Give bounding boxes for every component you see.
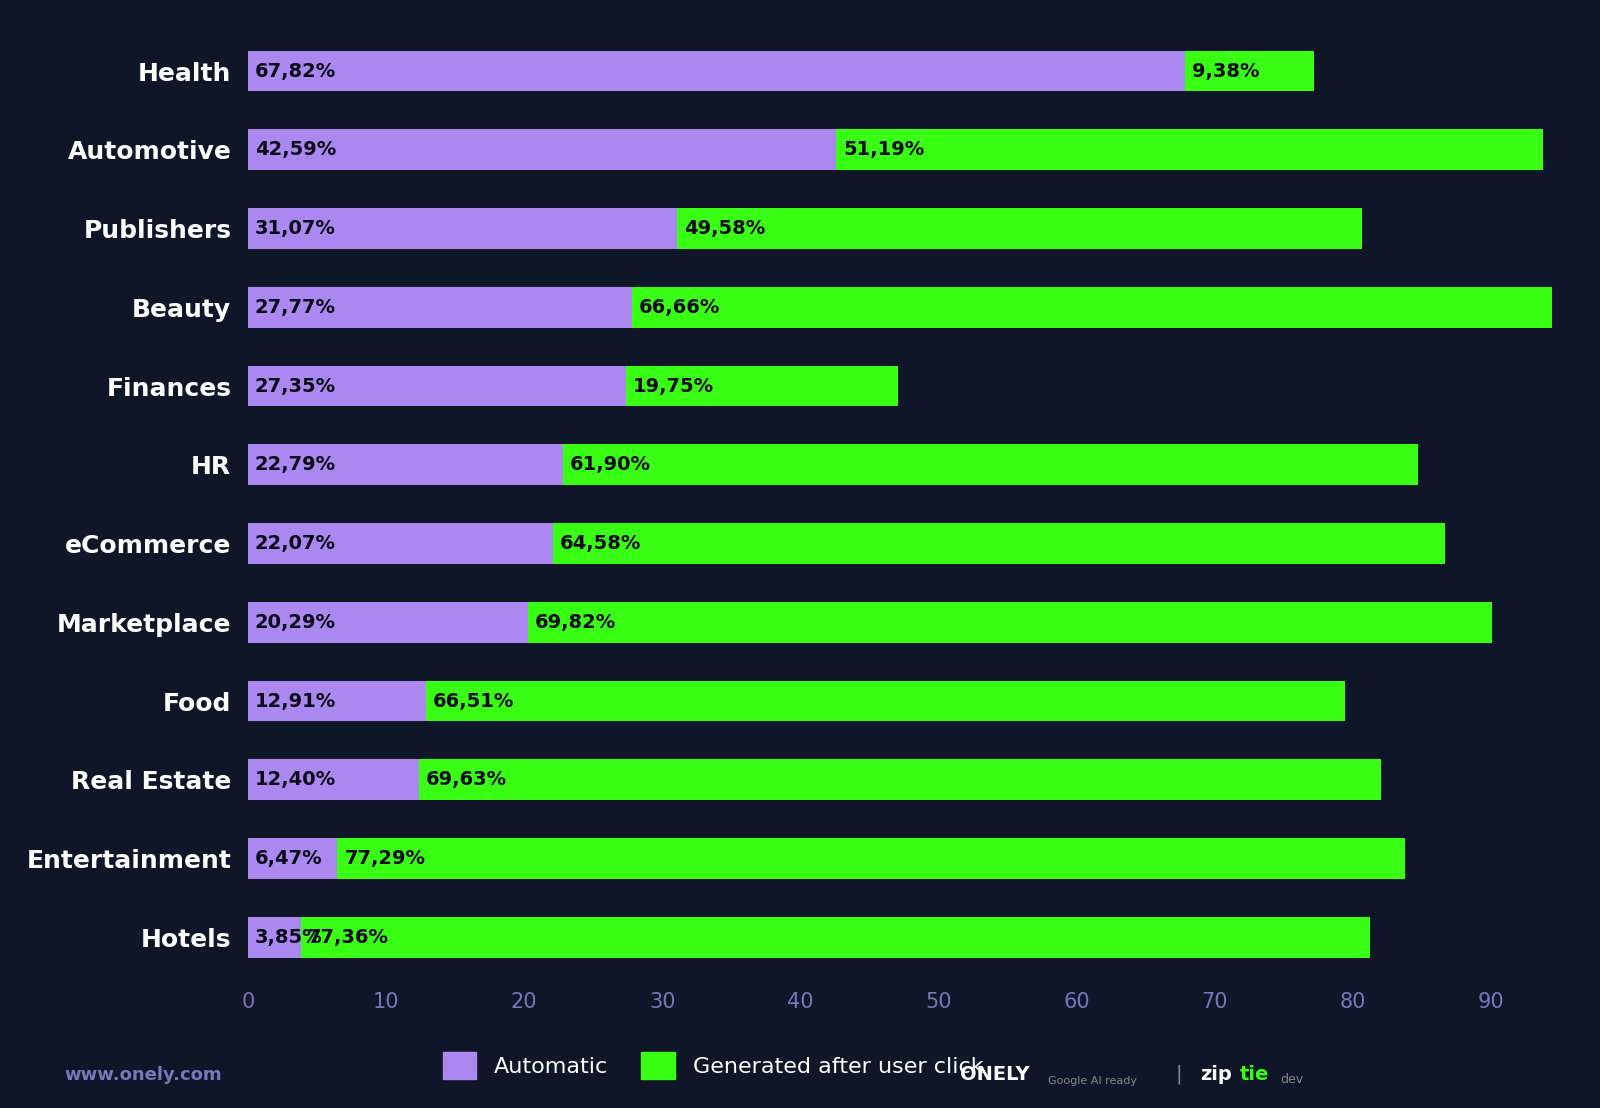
Text: 6,47%: 6,47%: [254, 849, 323, 868]
Text: 9,38%: 9,38%: [1192, 62, 1259, 81]
Text: 77,29%: 77,29%: [344, 849, 426, 868]
Text: 77,36%: 77,36%: [309, 927, 389, 946]
Legend: Automatic, Generated after user click: Automatic, Generated after user click: [443, 1051, 984, 1079]
Bar: [528, 602, 1493, 643]
Bar: [248, 130, 837, 171]
Bar: [248, 838, 338, 879]
Bar: [426, 680, 1346, 721]
Text: zip: zip: [1200, 1065, 1232, 1084]
Text: 64,58%: 64,58%: [560, 534, 642, 553]
Text: ONELY: ONELY: [960, 1065, 1030, 1084]
Bar: [632, 287, 1552, 328]
Text: Google AI ready: Google AI ready: [1048, 1076, 1138, 1086]
Bar: [248, 51, 1184, 92]
Bar: [248, 759, 419, 800]
Text: 22,07%: 22,07%: [254, 534, 336, 553]
Bar: [419, 759, 1381, 800]
Text: 22,79%: 22,79%: [254, 455, 336, 474]
Text: 27,77%: 27,77%: [254, 298, 336, 317]
Bar: [1184, 51, 1314, 92]
Bar: [552, 523, 1445, 564]
Bar: [563, 444, 1418, 485]
Text: dev: dev: [1280, 1073, 1302, 1086]
Text: 61,90%: 61,90%: [570, 455, 651, 474]
Text: www.onely.com: www.onely.com: [64, 1066, 222, 1084]
Text: 3,85%: 3,85%: [254, 927, 323, 946]
Text: 20,29%: 20,29%: [254, 613, 336, 632]
Text: 12,40%: 12,40%: [254, 770, 336, 789]
Bar: [338, 838, 1405, 879]
Text: tie: tie: [1240, 1065, 1269, 1084]
Text: 51,19%: 51,19%: [843, 141, 925, 160]
Text: 67,82%: 67,82%: [254, 62, 336, 81]
Bar: [248, 916, 301, 957]
Text: 66,66%: 66,66%: [638, 298, 720, 317]
Text: 42,59%: 42,59%: [254, 141, 336, 160]
Bar: [248, 287, 632, 328]
Text: 12,91%: 12,91%: [254, 691, 336, 710]
Bar: [677, 208, 1362, 249]
Text: |: |: [1176, 1064, 1182, 1084]
Bar: [248, 523, 552, 564]
Bar: [626, 366, 899, 407]
Text: 19,75%: 19,75%: [632, 377, 714, 396]
Text: 69,82%: 69,82%: [534, 613, 616, 632]
Bar: [248, 208, 677, 249]
Bar: [248, 602, 528, 643]
Bar: [248, 366, 626, 407]
Text: 31,07%: 31,07%: [254, 219, 336, 238]
Text: 27,35%: 27,35%: [254, 377, 336, 396]
Bar: [248, 680, 426, 721]
Bar: [837, 130, 1542, 171]
Text: 69,63%: 69,63%: [426, 770, 507, 789]
Bar: [248, 444, 563, 485]
Text: 49,58%: 49,58%: [683, 219, 765, 238]
Bar: [301, 916, 1370, 957]
Text: 66,51%: 66,51%: [434, 691, 515, 710]
